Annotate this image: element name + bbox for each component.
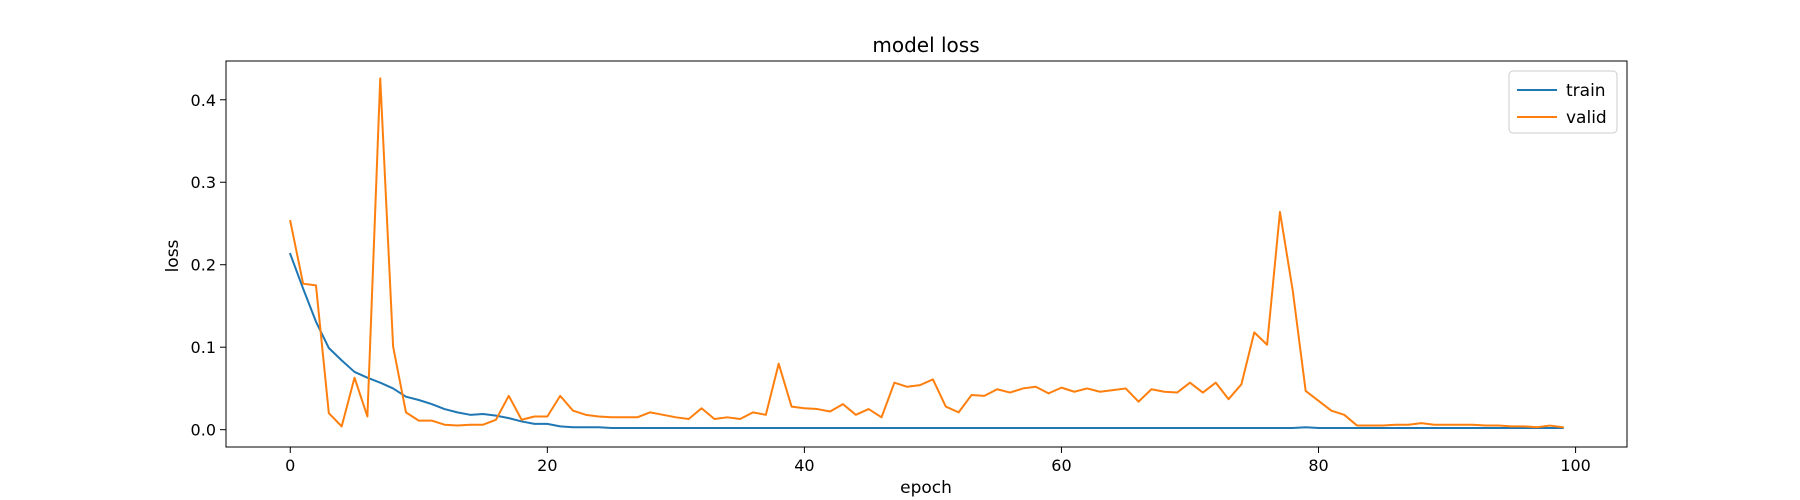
y-tick-label: 0.2 <box>191 256 216 275</box>
x-tick-label: 40 <box>794 456 814 475</box>
y-tick-label: 0.0 <box>191 421 216 440</box>
x-tick-label: 100 <box>1560 456 1591 475</box>
legend: train valid <box>1508 70 1618 134</box>
plot-area: 0 20 40 60 80 100 0.0 0.1 0.2 0.3 0.4 <box>191 60 1628 475</box>
axes-frame <box>225 60 1628 448</box>
x-tick-label: 20 <box>537 456 557 475</box>
x-tick-label: 80 <box>1308 456 1328 475</box>
x-tick-label: 60 <box>1051 456 1071 475</box>
legend-label-train: train <box>1566 81 1606 101</box>
y-tick-label: 0.4 <box>191 91 216 110</box>
chart-title: model loss <box>872 33 979 57</box>
legend-label-valid: valid <box>1566 108 1607 128</box>
series-line-valid <box>289 77 1564 429</box>
y-tick-label: 0.3 <box>191 173 216 192</box>
series-line-train <box>288 252 1564 430</box>
x-tick-label: 0 <box>285 456 295 475</box>
x-axis-label: epoch <box>900 478 952 498</box>
y-axis-label: loss <box>163 239 183 272</box>
y-tick-label: 0.1 <box>191 338 216 357</box>
